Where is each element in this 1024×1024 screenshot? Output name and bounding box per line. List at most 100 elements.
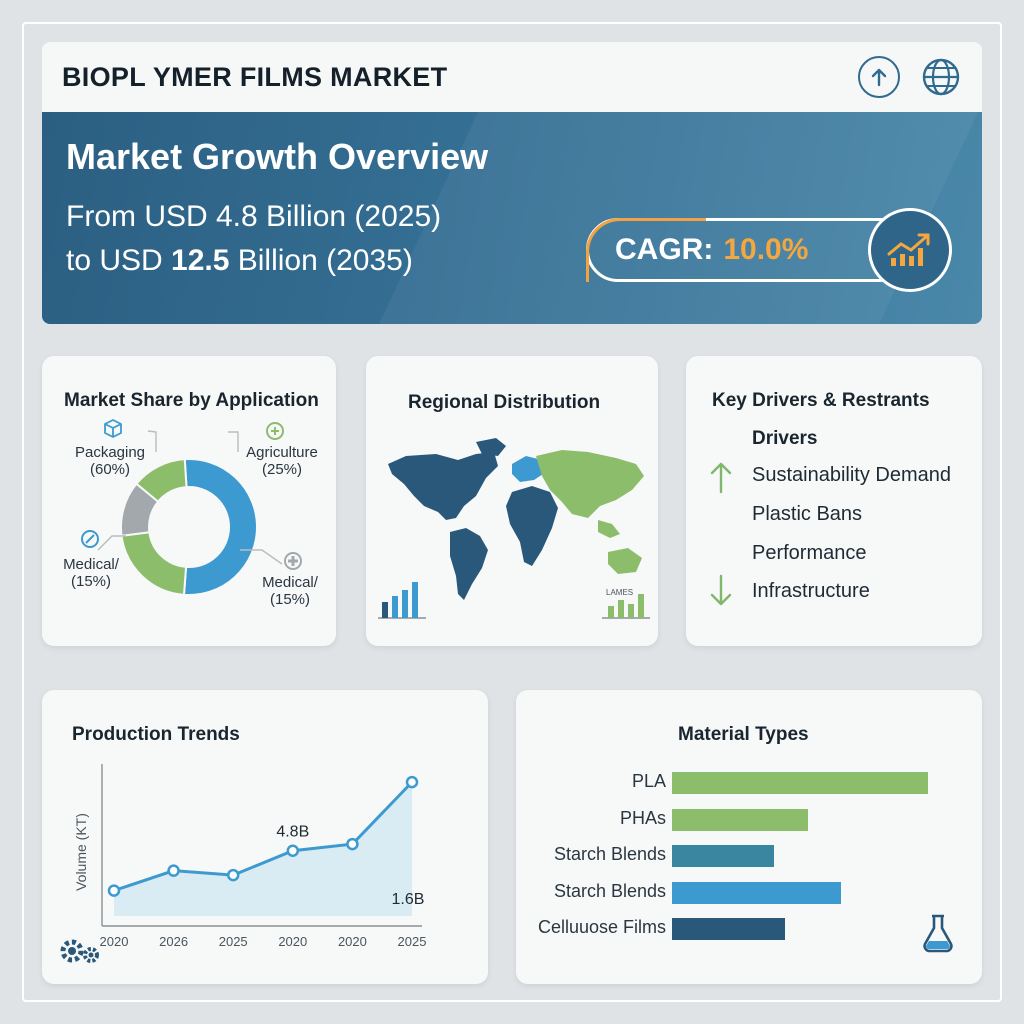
plus-circle-icon (266, 422, 284, 440)
cagr-value: 10.0% (723, 233, 809, 266)
page-frame (22, 22, 1002, 1002)
hero-line-from: From USD 4.8 Billion (2025) (66, 200, 442, 233)
label-agriculture-pct: (25%) (261, 461, 302, 478)
donut-chart (97, 430, 283, 596)
x-tick-label-3: 2020 (278, 934, 307, 949)
driver-item-1: Plastic Bans (752, 503, 863, 525)
medical-cross-icon (284, 552, 302, 570)
cagr-badge (868, 208, 952, 292)
label-medical-left: Medical/ (15%) (56, 556, 126, 590)
leader-line-packaging (147, 430, 157, 452)
leader-line-medical-right (240, 549, 283, 565)
data-point-1 (167, 864, 180, 877)
arrow-up-circle-icon (871, 68, 887, 87)
arrow-down-icon (710, 574, 732, 606)
data-point-0 (107, 884, 121, 897)
header-bar: BIOPL YMER FILMS MARKET (42, 42, 982, 112)
bar-label-3: Starch Blends (553, 880, 666, 901)
regional-title: Regional Distribution (408, 392, 601, 413)
region-africa (506, 486, 558, 566)
line-chart: 2020 2026 2025 2020 2020 2025 4.8B 1.6B Volume… (73, 764, 427, 949)
donut-slice-1 (120, 531, 188, 596)
donut-slices (120, 458, 258, 596)
box-icon (104, 419, 122, 438)
bar-label-2: Starch Blends (553, 844, 666, 864)
hero-line-to-prefix: to USD (66, 244, 172, 277)
region-australia (608, 548, 642, 574)
region-southeast-asia (598, 520, 620, 538)
arrow-up-icon (710, 462, 732, 494)
hero-line-to-value: 12.5 (171, 244, 230, 277)
data-point-2 (226, 868, 240, 882)
trend-up-chart-icon (887, 233, 930, 266)
series-line (113, 781, 414, 893)
region-south-america (450, 528, 488, 600)
cagr-pill: CAGR: 10.0% (586, 208, 952, 292)
driver-item-2: Performance (752, 542, 867, 564)
label-medical-right-pct: (15%) (269, 591, 310, 608)
line-chart-title: Production Trends (72, 724, 240, 745)
annotations: 4.8B 1.6B (276, 824, 424, 908)
y-axis-label: Volume (KT) (73, 813, 89, 891)
label-medical-right-name: Medical/ (262, 574, 318, 591)
x-tick-label-4: 2020 (338, 934, 367, 949)
label-medical-left-name: Medical/ (63, 556, 119, 573)
leaf-icon (81, 530, 99, 548)
data-point-4 (346, 837, 359, 851)
hero-line-to: to USD 12.5 Billion (2035) (66, 244, 413, 278)
gears-icon (60, 939, 99, 963)
x-tick-label-5: 2025 (398, 934, 427, 949)
cagr-accent-arc (586, 218, 706, 282)
bar-mini-chart-left (378, 582, 426, 619)
driver-item-3: Infrastructure (752, 580, 870, 602)
label-medical-left-pct: (15%) (70, 573, 111, 590)
region-europe (512, 456, 546, 482)
bar-label-0: PLA (631, 771, 666, 791)
region-north-america (388, 452, 498, 520)
region-greenland (476, 438, 506, 456)
upload-button[interactable] (858, 56, 900, 98)
label-medical-right: Medical/ (15%) (250, 574, 330, 608)
region-asia (536, 450, 644, 518)
data-point-5 (405, 775, 419, 789)
driver-item-0: Sustainability Demand (752, 464, 951, 486)
bar-label-1: PHAs (619, 807, 666, 828)
market-share-card: Market Share by Application Packaging (6… (42, 356, 336, 646)
drivers-card: Key Drivers & Restrants Drivers Sustaina… (686, 356, 982, 646)
bar-mini-chart-right (602, 594, 650, 619)
bar-1 (672, 808, 808, 831)
hero-line-to-suffix: Billion (2035) (229, 244, 413, 277)
series-points (107, 775, 419, 897)
x-tick-label-0: 2020 (100, 934, 129, 949)
label-agriculture: Agriculture (25%) (232, 444, 332, 478)
world-map (378, 438, 650, 619)
label-packaging-name: Packaging (74, 444, 146, 461)
regional-legend-label: LAMES (606, 588, 634, 597)
drivers-title: Key Drivers & Restrants (712, 390, 930, 411)
leader-line-agriculture (228, 431, 239, 452)
label-packaging-pct: (60%) (89, 461, 130, 478)
globe-button[interactable] (920, 56, 962, 98)
bar-2 (672, 845, 775, 867)
bar-0 (672, 772, 928, 794)
bar-chart-title: Material Types (678, 724, 809, 745)
leader-line-medical-left (97, 535, 126, 551)
material-types-card: Material Types PLA PHAs Starch Blends Starc… (516, 690, 982, 984)
label-agriculture-name: Agriculture (246, 444, 318, 461)
annotation-1: 1.6B (392, 891, 425, 908)
drivers-subtitle: Drivers (752, 428, 818, 449)
bar-3 (672, 881, 841, 904)
hero-banner: Market Growth Overview From USD 4.8 Bill… (42, 112, 982, 324)
bar-label-4: Celluuose Films (537, 917, 666, 937)
donut-slice-0 (182, 458, 258, 596)
area-fill (114, 782, 412, 916)
annotation-0: 4.8B (276, 824, 309, 841)
donut-slice-3 (135, 458, 188, 503)
chart-title: Market Share by Application (64, 390, 319, 411)
x-tick-label-2: 2025 (219, 934, 248, 949)
globe-icon (922, 58, 960, 96)
flask-icon (923, 914, 953, 953)
bar-4 (672, 918, 785, 940)
label-packaging: Packaging (60%) (70, 444, 150, 478)
x-tick-labels: 2020 2026 2025 2020 2020 2025 (100, 934, 427, 949)
